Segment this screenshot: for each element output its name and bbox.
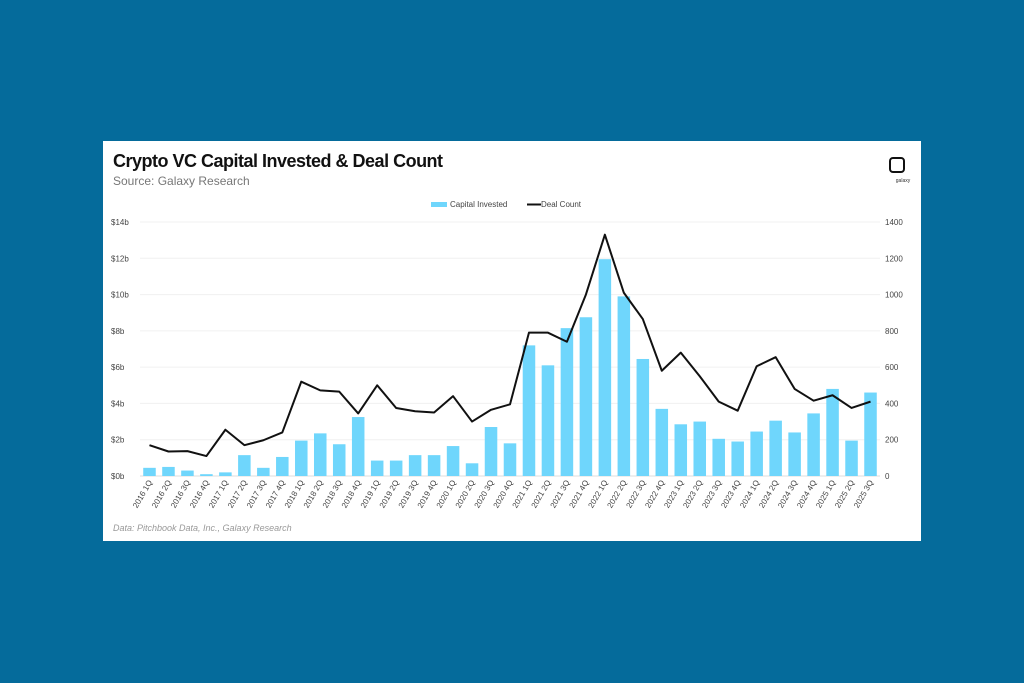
bar-capital-invested	[332, 444, 346, 476]
chart-card: Crypto VC Capital Invested & Deal Count …	[103, 141, 921, 541]
chart-subtitle: Source: Galaxy Research	[113, 174, 250, 188]
left-tick-label: $0b	[111, 472, 125, 481]
right-tick-label: 1400	[885, 218, 903, 227]
bar-capital-invested	[560, 328, 574, 476]
bar-capital-invested	[617, 296, 631, 476]
bar-capital-invested	[522, 345, 536, 476]
chart-svg: $0b $2b $4b $6b $8b $10b $12b $14b 0 200 400 600 800…	[111, 178, 911, 510]
bar-capital-invested	[446, 446, 460, 476]
bar-capital-invested	[503, 443, 517, 476]
bar-capital-invested	[370, 460, 384, 476]
galaxy-logo-icon	[889, 157, 905, 173]
bar-capital-invested	[769, 420, 782, 476]
left-tick-label: $8b	[111, 327, 125, 336]
legend-label-capital-invested: Capital Invested	[450, 200, 507, 209]
bar-capital-invested	[295, 440, 308, 476]
bar-capital-invested	[845, 440, 858, 476]
chart-title: Crypto VC Capital Invested & Deal Count	[113, 151, 443, 171]
bar-capital-invested	[826, 388, 839, 476]
right-tick-label: 600	[885, 363, 899, 372]
bar-capital-invested	[693, 421, 707, 476]
bar-capital-invested	[389, 460, 403, 476]
bar-capital-invested	[257, 467, 270, 476]
bar-capital-invested	[465, 463, 479, 476]
bar-capital-invested	[427, 455, 441, 476]
bar-capital-invested	[238, 455, 251, 476]
bar-capital-invested	[674, 424, 688, 476]
bar-capital-invested	[579, 317, 593, 476]
right-tick-label: 1000	[885, 291, 903, 300]
bar-capital-invested	[408, 455, 422, 476]
galaxy-logo-text: galaxy	[896, 178, 911, 184]
bar-capital-invested	[598, 259, 612, 476]
bar-capital-invested	[541, 365, 555, 476]
left-tick-label: $12b	[111, 254, 129, 263]
bar-capital-invested	[636, 358, 650, 476]
bar-capital-invested	[655, 408, 669, 476]
left-tick-label: $10b	[111, 291, 129, 300]
right-tick-label: 200	[885, 436, 899, 445]
left-tick-label: $6b	[111, 363, 125, 372]
bar-capital-invested	[788, 432, 801, 476]
bar-capital-invested	[750, 431, 763, 476]
right-tick-label: 400	[885, 399, 899, 408]
bar-capital-invested	[731, 441, 744, 476]
bar-capital-invested	[712, 438, 725, 476]
line-deal-count	[149, 233, 871, 458]
bar-capital-invested	[807, 413, 820, 476]
left-tick-label: $2b	[111, 436, 125, 445]
bar-capital-invested	[484, 427, 498, 476]
left-tick-label: $4b	[111, 399, 125, 408]
bar-capital-invested	[162, 466, 175, 476]
bar-capital-invested	[181, 470, 194, 476]
legend-swatch-capital-invested	[431, 202, 447, 207]
bar-capital-invested	[864, 392, 877, 476]
chart-footer: Data: Pitchbook Data, Inc., Galaxy Resea…	[113, 523, 292, 533]
bar-capital-invested	[200, 474, 213, 476]
galaxy-logo	[885, 157, 909, 173]
bar-capital-invested	[351, 417, 365, 476]
bar-capital-invested	[276, 456, 289, 476]
right-tick-label: 1200	[885, 254, 903, 263]
left-tick-label: $14b	[111, 218, 129, 227]
bar-capital-invested	[143, 467, 156, 476]
right-tick-label: 0	[885, 472, 890, 481]
right-tick-label: 800	[885, 327, 899, 336]
legend-label-deal-count: Deal Count	[541, 200, 582, 209]
bar-capital-invested	[219, 472, 232, 476]
bar-capital-invested	[313, 433, 327, 476]
